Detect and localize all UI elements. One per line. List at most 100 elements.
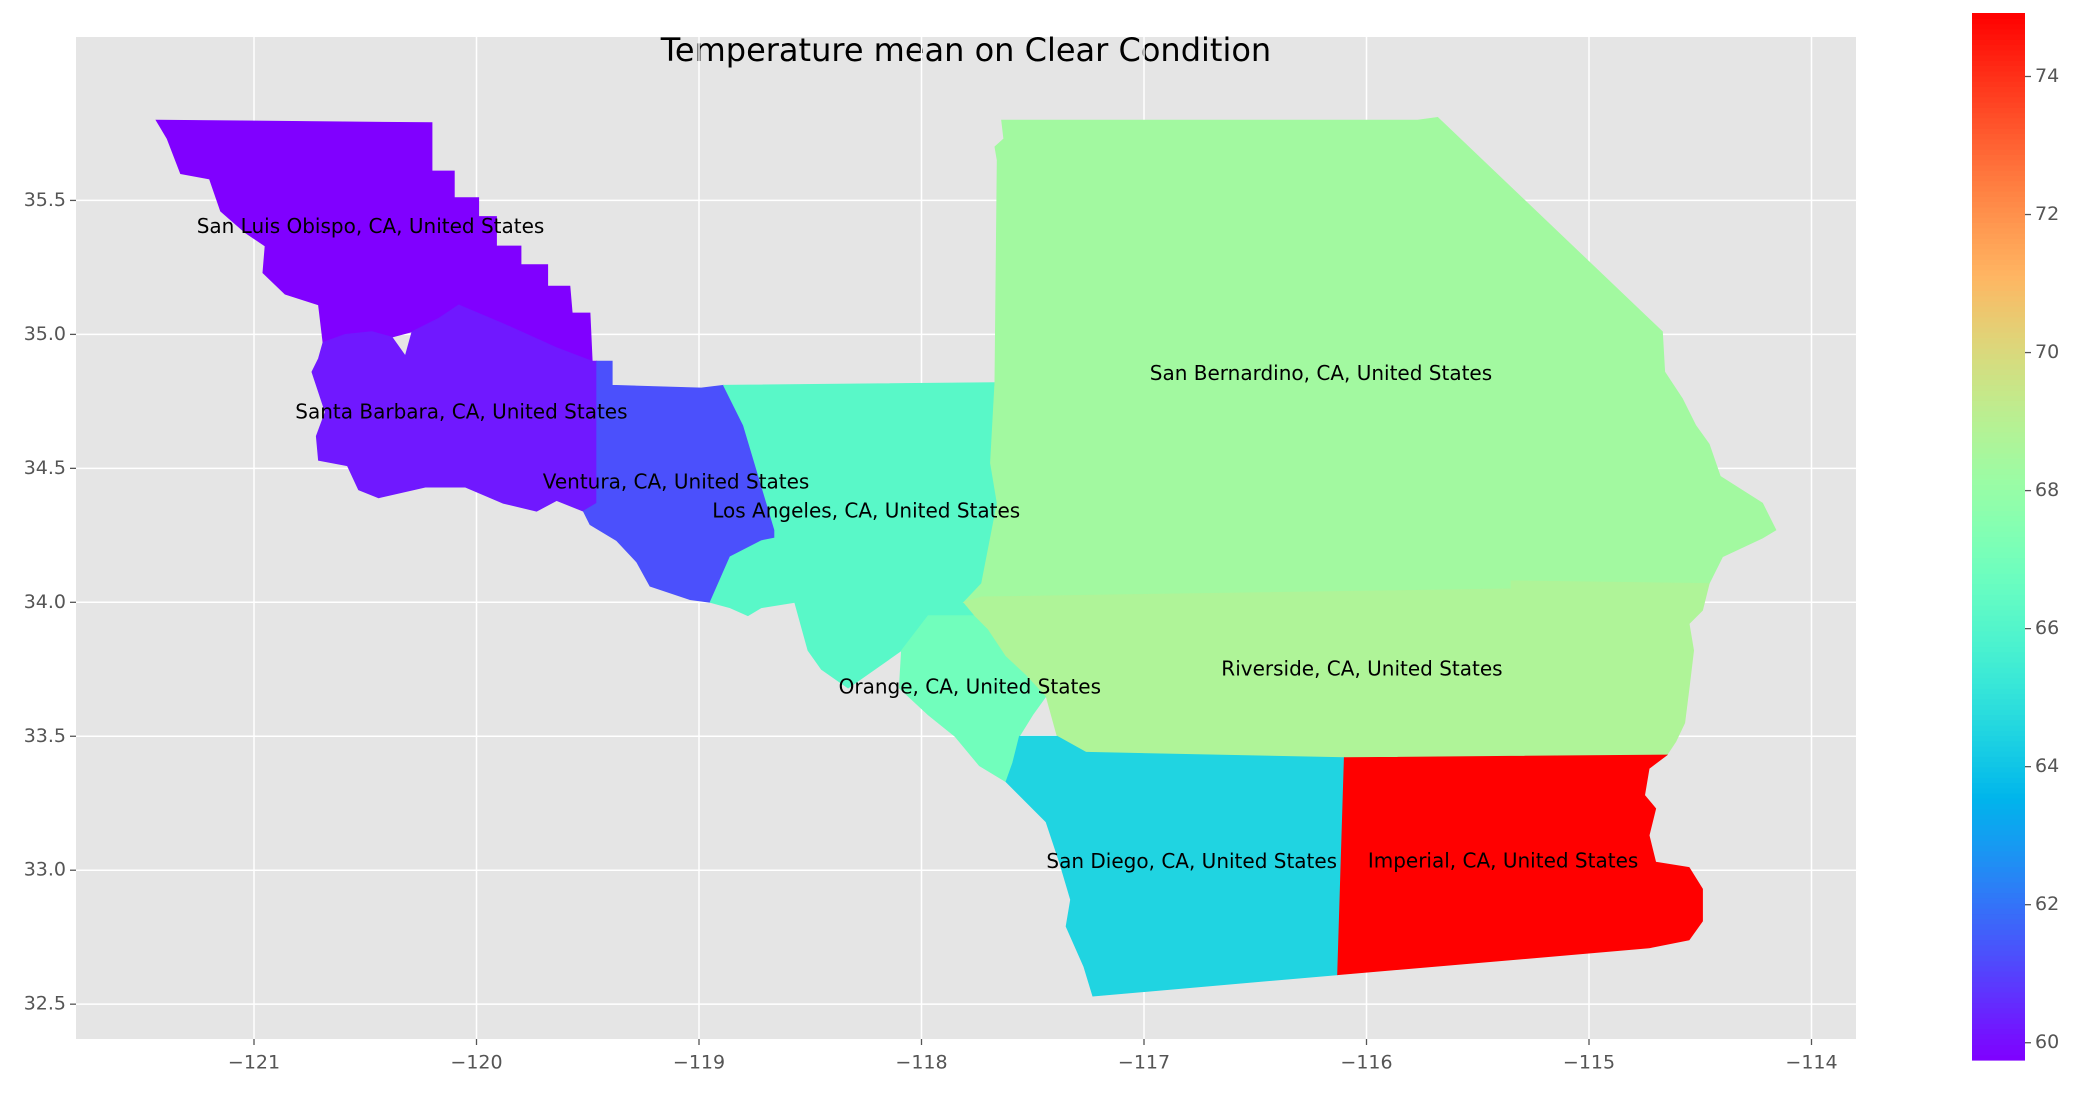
colorbar-slice: [1972, 531, 2025, 538]
colorbar-slice: [1972, 1023, 2025, 1030]
colorbar-slice: [1972, 709, 2025, 716]
colorbar-slice: [1972, 65, 2025, 72]
colorbar-slice: [1972, 222, 2025, 229]
colorbar-slice: [1972, 793, 2025, 799]
colorbar-slice: [1972, 374, 2025, 381]
colorbar-slice: [1972, 1002, 2025, 1009]
colorbar-slice: [1972, 238, 2025, 244]
colorbar-slice: [1972, 196, 2025, 203]
y-tick-label: 34.5: [24, 457, 66, 479]
colorbar-slice: [1972, 505, 2025, 511]
colorbar-slice: [1972, 426, 2025, 433]
colorbar-slice: [1972, 819, 2025, 826]
y-tick-label: 34.0: [24, 591, 66, 613]
colorbar-slice: [1972, 138, 2025, 145]
colorbar-slice: [1972, 934, 2025, 941]
colorbar-slice: [1972, 484, 2025, 490]
colorbar-slice: [1972, 416, 2025, 422]
colorbar-tick-label: 74: [2035, 65, 2059, 87]
colorbar-tick-label: 62: [2035, 893, 2059, 915]
colorbar-slice: [1972, 75, 2025, 82]
colorbar-slice: [1972, 735, 2025, 742]
colorbar-slice: [1972, 101, 2025, 108]
colorbar-tick-label: 70: [2035, 341, 2059, 363]
x-tick-label: −117: [1118, 1052, 1170, 1074]
colorbar-slice: [1972, 81, 2025, 87]
colorbar-slice: [1972, 431, 2025, 438]
colorbar-slice: [1972, 751, 2025, 757]
y-tick-label: 35.0: [24, 323, 66, 345]
region: [1337, 754, 1703, 976]
colorbar-slice: [1972, 405, 2025, 412]
colorbar-slice: [1972, 588, 2025, 595]
colorbar-slice: [1972, 950, 2025, 956]
colorbar-slice: [1972, 824, 2025, 831]
colorbar-slice: [1972, 175, 2025, 182]
colorbar-slice: [1972, 641, 2025, 648]
colorbar-tick-label: 60: [2035, 1031, 2059, 1053]
colorbar-slice: [1972, 688, 2025, 695]
colorbar-slice: [1972, 478, 2025, 485]
colorbar-slice: [1972, 552, 2025, 559]
colorbar-slice: [1972, 306, 2025, 312]
colorbar-slice: [1972, 1039, 2025, 1045]
region-label: San Luis Obispo, CA, United States: [197, 214, 545, 238]
colorbar-slice: [1972, 845, 2025, 852]
colorbar-slice: [1972, 13, 2025, 19]
colorbar-slice: [1972, 526, 2025, 532]
colorbar-slice: [1972, 149, 2025, 155]
colorbar-slice: [1972, 211, 2025, 218]
colorbar-slice: [1972, 54, 2025, 61]
colorbar-slice: [1972, 798, 2025, 805]
y-tick-label: 33.0: [24, 859, 66, 881]
colorbar-slice: [1972, 358, 2025, 365]
colorbar-slice: [1972, 91, 2025, 98]
colorbar-slice: [1972, 772, 2025, 778]
colorbar-tick-label: 64: [2035, 755, 2059, 777]
colorbar-slice: [1972, 489, 2025, 496]
colorbar-slice: [1972, 562, 2025, 569]
colorbar-slice: [1972, 745, 2025, 752]
colorbar: [1972, 13, 2025, 1061]
colorbar-slice: [1972, 1049, 2025, 1056]
region-label: Riverside, CA, United States: [1221, 656, 1502, 680]
colorbar-slice: [1972, 583, 2025, 590]
y-tick-label: 35.5: [24, 189, 66, 211]
colorbar-slice: [1972, 876, 2025, 883]
colorbar-slice: [1972, 1054, 2025, 1061]
colorbar-slice: [1972, 677, 2025, 684]
x-tick-label: −114: [1785, 1052, 1837, 1074]
colorbar-slice: [1972, 599, 2025, 606]
colorbar-slice: [1972, 122, 2025, 129]
colorbar-slice: [1972, 1033, 2025, 1040]
map: [155, 116, 1777, 997]
colorbar-slice: [1972, 756, 2025, 763]
colorbar-slice: [1972, 766, 2025, 773]
colorbar-slice: [1972, 285, 2025, 292]
colorbar-slice: [1972, 311, 2025, 318]
colorbar-slice: [1972, 107, 2025, 114]
colorbar-slice: [1972, 133, 2025, 140]
colorbar-slice: [1972, 217, 2025, 223]
colorbar-slice: [1972, 353, 2025, 360]
colorbar-slice: [1972, 437, 2025, 443]
colorbar-slice: [1972, 923, 2025, 930]
colorbar-slice: [1972, 704, 2025, 710]
colorbar-slice: [1972, 840, 2025, 846]
x-tick-label: −118: [895, 1052, 947, 1074]
colorbar-slice: [1972, 939, 2025, 946]
colorbar-slice: [1972, 463, 2025, 470]
colorbar-slice: [1972, 44, 2025, 51]
colorbar-slice: [1972, 698, 2025, 705]
colorbar-slice: [1972, 908, 2025, 915]
colorbar-slice: [1972, 457, 2025, 464]
colorbar-slice: [1972, 384, 2025, 391]
colorbar-slice: [1972, 813, 2025, 820]
colorbar-slice: [1972, 630, 2025, 637]
colorbar-slice: [1972, 787, 2025, 794]
colorbar-slice: [1972, 683, 2025, 689]
colorbar-slice: [1972, 1012, 2025, 1019]
colorbar-slice: [1972, 515, 2025, 522]
colorbar-slice: [1972, 410, 2025, 417]
colorbar-slice: [1972, 620, 2025, 627]
